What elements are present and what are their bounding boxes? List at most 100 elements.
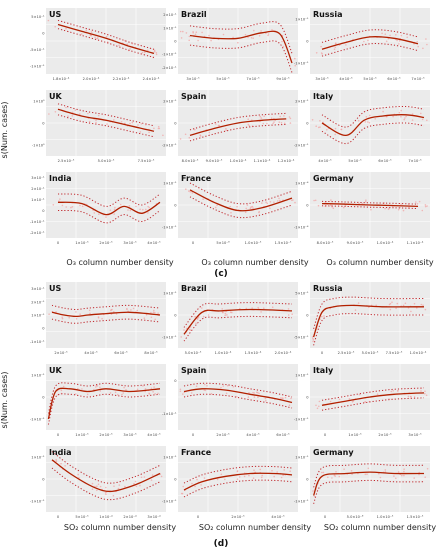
ci-upper-line xyxy=(183,302,293,328)
data-point xyxy=(426,205,428,207)
y-tick-label: -1×10⁻¹ xyxy=(162,412,177,416)
data-point xyxy=(194,33,197,36)
data-point xyxy=(289,117,292,120)
smooth-fit-line xyxy=(51,311,161,318)
data-point xyxy=(136,388,139,391)
y-tick-label: 2×10⁻¹ xyxy=(163,100,177,104)
y-tick-label: 0 xyxy=(306,204,309,208)
smooth-fit-line xyxy=(321,114,425,137)
data-point xyxy=(179,30,182,33)
data-point xyxy=(318,400,321,403)
data-point xyxy=(334,46,337,49)
data-point xyxy=(97,114,100,117)
panel-brazil: Brazil 5.0×10⁻⁵ 1.0×10⁻⁴ 1.5×10⁻⁴ 2.0×10⁻⁴ 1×… xyxy=(162,282,298,355)
data-point xyxy=(88,120,91,123)
smooth-fit-line xyxy=(57,108,155,132)
data-point xyxy=(157,392,159,395)
data-point xyxy=(385,40,388,43)
data-point xyxy=(315,125,318,127)
y-tick-label: -1×10⁻¹ xyxy=(30,418,45,422)
y-tick-label: -5×10⁻¹ xyxy=(30,48,45,52)
data-point xyxy=(150,311,152,314)
x-tick-label: 1.0×10⁻⁴ xyxy=(230,159,247,163)
data-point xyxy=(352,400,355,402)
data-point xyxy=(345,44,347,46)
x-tick-label: 2.2×10⁻⁴ xyxy=(113,77,130,81)
y-tick-label: -1×10⁻¹ xyxy=(294,418,309,422)
data-point xyxy=(229,205,231,208)
data-point xyxy=(273,121,275,123)
y-tick-label: -1×10⁻¹ xyxy=(162,336,177,340)
data-point xyxy=(147,49,149,52)
data-point xyxy=(258,35,261,37)
data-point xyxy=(189,191,191,193)
panel-title: Germany xyxy=(313,448,354,457)
data-point xyxy=(214,206,217,209)
data-point xyxy=(333,474,336,477)
data-point xyxy=(118,484,121,486)
data-point xyxy=(250,206,252,208)
data-point xyxy=(201,307,203,309)
data-point xyxy=(120,121,123,123)
data-point xyxy=(266,202,269,205)
data-point xyxy=(389,308,392,311)
data-point xyxy=(391,301,393,304)
data-point xyxy=(71,115,74,117)
data-point xyxy=(247,118,249,120)
data-point xyxy=(249,207,252,210)
data-point xyxy=(364,400,367,403)
x-tick-label: 0 xyxy=(197,515,200,519)
data-point xyxy=(287,308,290,310)
x-tick-label: 1×10⁻⁴ xyxy=(99,515,113,519)
data-point xyxy=(75,311,77,313)
data-point xyxy=(424,392,426,395)
x-tick-label: 1×10⁻⁵ xyxy=(75,433,89,437)
data-point xyxy=(105,216,107,218)
data-point xyxy=(392,115,394,118)
data-point xyxy=(126,308,128,310)
data-point xyxy=(357,119,360,122)
smooth-fit-line xyxy=(312,304,425,338)
data-point xyxy=(79,113,81,115)
data-point xyxy=(194,128,196,131)
data-point xyxy=(343,468,345,471)
data-point xyxy=(329,400,332,403)
x-tick-label: 1.5×10⁻⁵ xyxy=(275,241,292,245)
data-point xyxy=(294,201,296,204)
data-point xyxy=(289,470,292,473)
data-point xyxy=(400,109,403,112)
data-point xyxy=(416,41,419,43)
data-point xyxy=(316,407,319,410)
data-point xyxy=(420,303,423,306)
smooth-fit-line xyxy=(57,201,161,216)
data-point xyxy=(418,200,421,203)
data-point xyxy=(411,119,414,121)
data-point xyxy=(292,199,294,201)
panel-title: France xyxy=(181,174,212,183)
data-point xyxy=(245,307,248,310)
x-tick-label: 2.5×10⁻⁵ xyxy=(58,159,75,163)
data-point xyxy=(70,206,72,209)
data-point xyxy=(225,129,227,132)
data-point xyxy=(89,312,91,315)
y-tick-label: 0 xyxy=(306,122,309,126)
data-point xyxy=(324,201,327,204)
data-point xyxy=(85,29,88,32)
data-point xyxy=(271,306,274,309)
data-point xyxy=(422,47,424,50)
data-point xyxy=(127,209,129,211)
data-point xyxy=(245,207,247,210)
data-point xyxy=(153,50,156,53)
data-point xyxy=(106,123,108,125)
y-tick-label: 2×10⁻¹ xyxy=(295,100,309,104)
data-point xyxy=(65,106,67,109)
data-point xyxy=(134,480,137,483)
y-tick-label: 1×10⁻¹ xyxy=(163,292,177,296)
xlabel-d-3: SO₂ column number density xyxy=(324,523,436,532)
y-tick-label: 1×10⁻¹ xyxy=(31,456,45,460)
smooth-fit-line xyxy=(189,118,287,137)
data-point xyxy=(55,460,58,463)
data-point xyxy=(201,31,203,34)
data-point xyxy=(405,115,407,118)
data-point xyxy=(381,32,383,35)
